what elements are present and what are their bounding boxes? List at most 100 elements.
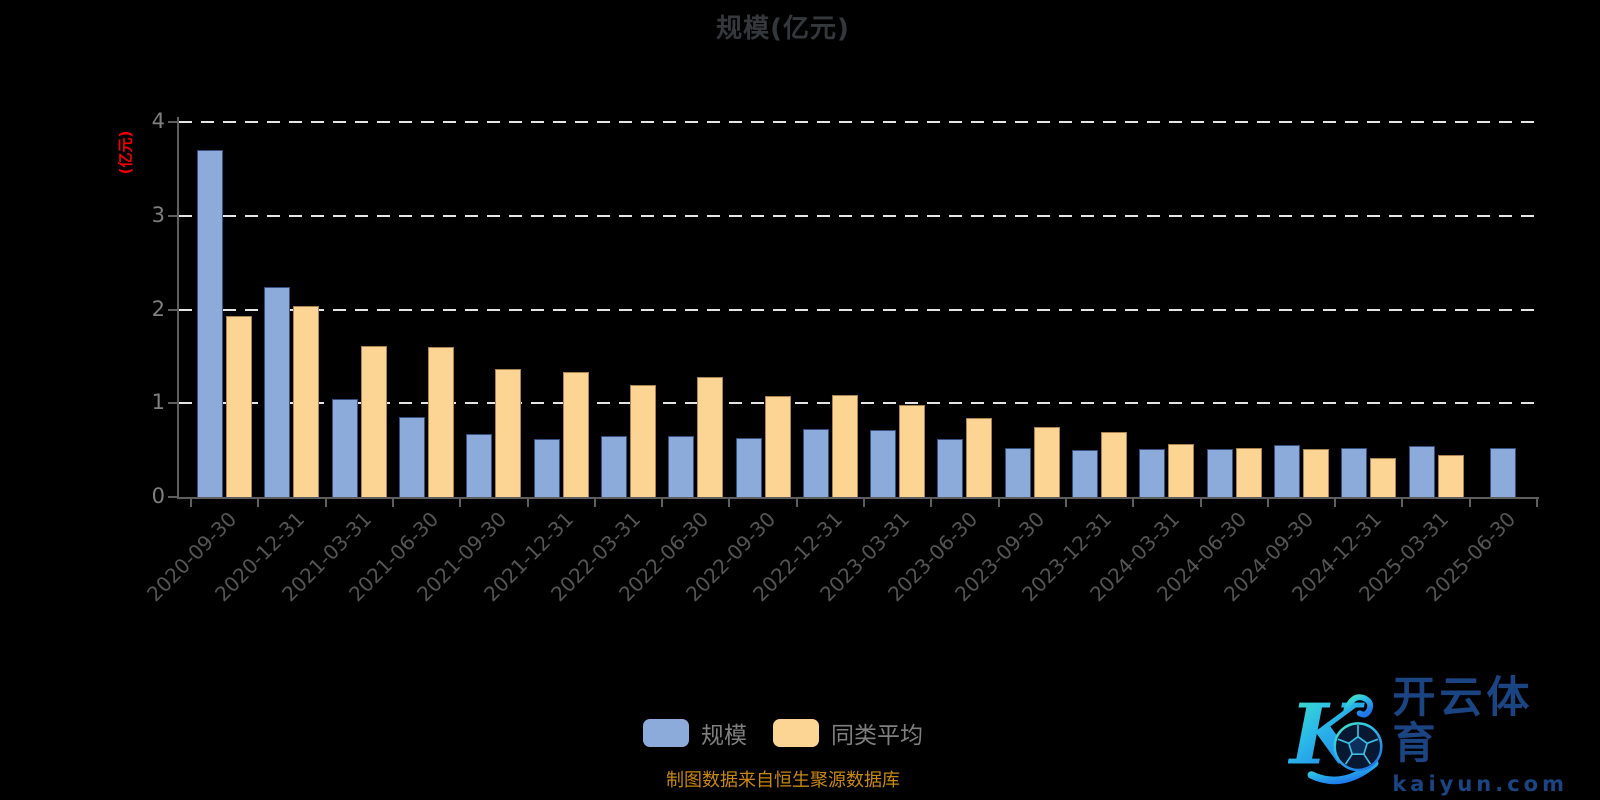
h-gridline (179, 121, 1537, 123)
h-gridline (179, 402, 1537, 405)
kaiyun-brand-name: 开云体育 (1392, 672, 1534, 769)
x-tick-mark (391, 499, 394, 507)
bar-average-2024-12-31 (1370, 457, 1397, 497)
x-tick-mark (661, 499, 664, 507)
bar-group (1133, 122, 1200, 497)
x-tick-mark (997, 499, 1000, 507)
kaiyun-logo-text: 开云体育 kaiyun.com (1392, 675, 1568, 796)
bar-scale-2022-09-30 (735, 437, 762, 497)
bar-scale-2021-06-30 (399, 417, 426, 497)
h-gridline (179, 214, 1537, 217)
bar-average-2021-12-31 (562, 372, 589, 497)
bar-scale-2025-06-30 (1490, 448, 1517, 497)
k-swirl (1343, 694, 1374, 718)
data-source-note: 制图数据来自恒生聚源数据库 (666, 770, 900, 791)
x-tick-mark (1064, 499, 1067, 507)
bar-scale-2024-03-31 (1139, 449, 1166, 497)
x-tick-mark (1536, 499, 1538, 507)
bar-group (326, 122, 393, 497)
bar-scale-2021-09-30 (466, 434, 493, 497)
bar-average-2022-03-31 (629, 384, 656, 497)
legend-item-scale[interactable]: 规模 (643, 716, 747, 750)
bar-average-2021-06-30 (428, 347, 455, 497)
bar-average-2021-03-31 (360, 346, 387, 497)
bar-scale-2023-03-31 (870, 429, 897, 497)
bar-group (1268, 122, 1335, 497)
kaiyun-logo[interactable]: K 开云体育 kaiyun.com (1288, 672, 1568, 798)
x-tick-mark (1266, 499, 1269, 507)
bar-average-2023-03-31 (899, 405, 926, 497)
y-tick-label: 3 (151, 202, 165, 227)
x-tick-mark (795, 499, 798, 507)
soccer-ball-icon (1333, 722, 1383, 772)
y-tick-label: 2 (151, 296, 165, 321)
x-tick-mark (1334, 499, 1337, 507)
x-axis-line (177, 497, 1539, 499)
bar-scale-2024-06-30 (1206, 449, 1233, 497)
bar-average-2023-06-30 (966, 418, 993, 497)
y-tick-label: 1 (151, 390, 165, 415)
x-tick-mark (1132, 499, 1135, 507)
bar-average-2024-06-30 (1235, 448, 1262, 497)
bar-group (1470, 122, 1537, 497)
h-gridline (179, 308, 1537, 311)
bar-average-2024-03-31 (1168, 443, 1195, 497)
x-tick-mark (728, 499, 731, 507)
bar-average-2022-06-30 (697, 377, 724, 497)
legend-label-category-average: 同类平均 (831, 723, 923, 749)
kaiyun-brand-url: kaiyun.com (1392, 771, 1568, 796)
bar-group (1402, 122, 1469, 497)
kaiyun-k-mark-icon: K (1288, 685, 1383, 785)
bar-scale-2024-09-30 (1273, 445, 1300, 497)
bar-average-2023-12-31 (1101, 432, 1128, 497)
bar-group (729, 122, 796, 497)
bar-scale-2021-12-31 (533, 438, 560, 497)
bar-group (999, 122, 1066, 497)
legend-swatch-blue[interactable] (643, 719, 689, 747)
bar-average-2022-12-31 (831, 394, 858, 497)
bar-group (191, 122, 258, 497)
x-tick-mark (1401, 499, 1404, 507)
bar-group (931, 122, 998, 497)
bar-group (393, 122, 460, 497)
x-tick-mark (257, 499, 260, 507)
bar-group (1335, 122, 1402, 497)
bar-group (662, 122, 729, 497)
bar-group (864, 122, 931, 497)
bar-group (1066, 122, 1133, 497)
x-tick-mark (190, 499, 192, 507)
bar-scale-2020-09-30 (197, 150, 224, 497)
x-tick-mark (863, 499, 865, 507)
bar-group (528, 122, 595, 497)
bar-scale-2022-03-31 (600, 436, 627, 497)
legend-item-category-average[interactable]: 同类平均 (773, 716, 923, 750)
bar-scale-2023-09-30 (1004, 448, 1031, 497)
bar-group (595, 122, 662, 497)
y-tick-label: 4 (151, 109, 165, 133)
legend-label-scale: 规模 (701, 723, 747, 749)
x-tick-mark (526, 499, 529, 507)
bar-scale-2024-12-31 (1341, 448, 1368, 497)
x-tick-mark (324, 499, 327, 507)
y-tick-mark (168, 308, 177, 311)
bar-average-2023-09-30 (1033, 426, 1060, 497)
legend: 规模 同类平均 (0, 716, 1566, 750)
y-tick-mark (168, 214, 177, 217)
x-tick-mark (1199, 499, 1202, 507)
bar-scale-2022-12-31 (802, 428, 829, 497)
bar-group (1201, 122, 1268, 497)
bar-scale-2022-06-30 (668, 436, 695, 497)
y-tick-mark (168, 121, 177, 123)
y-tick-mark (168, 496, 177, 498)
bar-group (258, 122, 325, 497)
bar-average-2020-12-31 (293, 305, 320, 497)
x-tick-mark (930, 499, 933, 507)
bar-group (460, 122, 527, 497)
bar-scale-2021-03-31 (331, 398, 358, 497)
legend-swatch-orange[interactable] (773, 719, 819, 747)
y-axis-unit-label: (亿元) (116, 130, 135, 175)
bar-scale-2023-12-31 (1072, 450, 1099, 497)
y-tick-mark (168, 402, 177, 405)
bar-average-2024-09-30 (1302, 449, 1329, 497)
